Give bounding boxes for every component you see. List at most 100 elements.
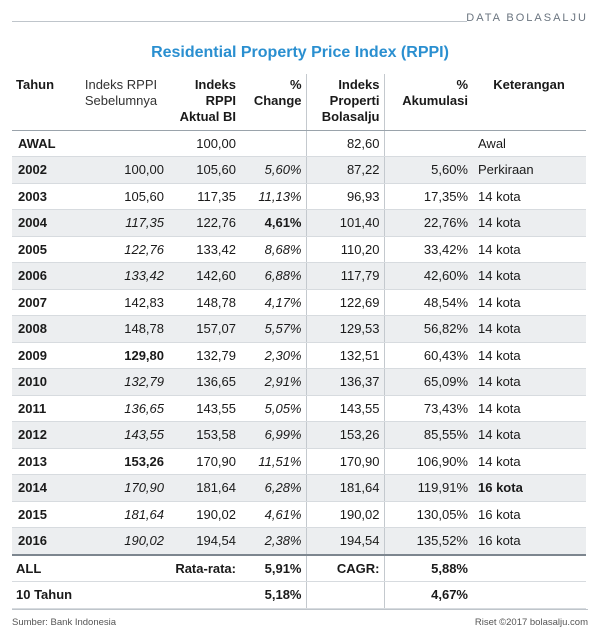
prev-index-cell: 105,60 [74,183,168,210]
prev-index-cell: 142,83 [74,289,168,316]
akumulasi-cell: 60,43% [384,342,472,369]
prev-index-cell: 132,79 [74,368,168,396]
actual-index-cell: 181,64 [168,474,240,502]
year-cell: 2009 [12,342,74,369]
table-row: 2002 100,00 105,60 5,60% 87,22 5,60% Perkiraan [12,156,586,184]
prev-index-cell: 170,90 [74,474,168,502]
actual-index-cell: 153,58 [168,421,240,449]
header-tahun: Tahun [12,74,74,131]
change-cell: 11,13% [240,183,306,210]
year-cell: 2004 [12,209,74,237]
change-cell: 5,05% [240,395,306,422]
footer-divider [12,609,588,610]
summary-cagr-label: CAGR: [305,553,385,582]
year-cell: 2011 [12,395,74,422]
actual-index-cell: 157,07 [168,315,240,343]
akumulasi-cell: 48,54% [384,289,472,316]
akumulasi-cell: 85,55% [384,421,472,449]
table-row: 2012 143,55 153,58 6,99% 153,26 85,55% 14 kota [12,421,586,449]
bolasalju-index-cell: 170,90 [305,448,385,475]
bolasalju-index-cell: 82,60 [305,130,385,157]
year-cell: 2010 [12,368,74,396]
header-akumulasi: % Akumulasi [384,74,472,131]
bolasalju-index-cell: 129,53 [305,315,385,343]
change-cell: 6,28% [240,474,306,502]
prev-index-cell: 129,80 [74,342,168,369]
bolasalju-index-cell: 96,93 [305,183,385,210]
keterangan-cell: 14 kota [472,368,586,396]
akumulasi-cell [384,130,472,157]
year-cell: 2006 [12,262,74,290]
actual-index-cell: 122,76 [168,209,240,237]
actual-index-cell: 133,42 [168,236,240,263]
year-cell: 2014 [12,474,74,502]
actual-index-cell: 132,79 [168,342,240,369]
akumulasi-cell: 56,82% [384,315,472,343]
source-note: Sumber: Bank Indonesia [12,617,117,628]
actual-index-cell: 100,00 [168,130,240,157]
table-row: 2003 105,60 117,35 11,13% 96,93 17,35% 14 kota [12,183,586,210]
prev-index-cell: 100,00 [74,156,168,184]
summary-label: ALL [12,553,74,582]
keterangan-cell: 14 kota [472,262,586,290]
table-row: 2013 153,26 170,90 11,51% 170,90 106,90% 14 ko… [12,448,586,475]
actual-index-cell: 170,90 [168,448,240,475]
keterangan-cell: 14 kota [472,183,586,210]
bolasalju-index-cell: 132,51 [305,342,385,369]
akumulasi-cell: 135,52% [384,527,472,555]
year-cell: 2015 [12,501,74,528]
change-cell: 5,60% [240,156,306,184]
prev-index-cell [74,130,168,157]
bolasalju-index-cell: 181,64 [305,474,385,502]
keterangan-cell: 14 kota [472,236,586,263]
change-cell: 6,88% [240,262,306,290]
year-cell: 2008 [12,315,74,343]
bolasalju-index-cell: 110,20 [305,236,385,263]
keterangan-cell: 14 kota [472,421,586,449]
prev-index-cell: 181,64 [74,501,168,528]
actual-index-cell: 190,02 [168,501,240,528]
bolasalju-index-cell: 101,40 [305,209,385,237]
prev-index-cell: 143,55 [74,421,168,449]
akumulasi-cell: 22,76% [384,209,472,237]
summary-avg-label [168,581,240,609]
prev-index-cell: 117,35 [74,209,168,237]
header-indeks-bolasalju: Indeks Properti Bolasalju [305,74,385,131]
change-cell: 2,30% [240,342,306,369]
header-indeks-sebelumnya: Indeks RPPI Sebelumnya [74,74,168,131]
table-header-row: Tahun Indeks RPPI Sebelumnya Indeks RPPI… [12,74,586,131]
actual-index-cell: 105,60 [168,156,240,184]
prev-index-cell: 190,02 [74,527,168,555]
change-cell: 8,68% [240,236,306,263]
table-row: 2014 170,90 181,64 6,28% 181,64 119,91% 16 kot… [12,474,586,502]
summary-cagr-value: 5,88% [384,553,472,582]
bolasalju-index-cell: 117,79 [305,262,385,290]
akumulasi-cell: 73,43% [384,395,472,422]
keterangan-cell: 14 kota [472,289,586,316]
table-row: 2009 129,80 132,79 2,30% 132,51 60,43% 14 kota [12,342,586,369]
header-indeks-aktual: Indeks RPPI Aktual BI [168,74,240,131]
bolasalju-index-cell: 136,37 [305,368,385,396]
summary-cagr-value: 4,67% [384,581,472,609]
change-cell: 4,61% [240,501,306,528]
table-row: 2008 148,78 157,07 5,57% 129,53 56,82% 14 kota [12,315,586,343]
summary-avg-value: 5,18% [240,581,306,609]
actual-index-cell: 194,54 [168,527,240,555]
akumulasi-cell: 42,60% [384,262,472,290]
table-row: 2016 190,02 194,54 2,38% 194,54 135,52% 16 kot… [12,527,586,555]
table-row: 2007 142,83 148,78 4,17% 122,69 48,54% 14 kota [12,289,586,316]
brand-logo: DATA BOLASALJU [466,12,588,24]
keterangan-cell: 16 kota [472,527,586,555]
year-cell: 2016 [12,527,74,555]
header-divider [12,21,467,22]
change-cell: 11,51% [240,448,306,475]
table-row: 2010 132,79 136,65 2,91% 136,37 65,09% 14 kota [12,368,586,396]
keterangan-cell: 16 kota [472,474,586,502]
summary-avg-value: 5,91% [240,553,306,582]
year-cell: 2012 [12,421,74,449]
prev-index-cell: 148,78 [74,315,168,343]
bolasalju-index-cell: 122,69 [305,289,385,316]
summary-row-all: ALL Rata-rata: 5,91% CAGR: 5,88% [12,553,586,582]
table-row: AWAL 100,00 82,60 Awal [12,130,586,157]
